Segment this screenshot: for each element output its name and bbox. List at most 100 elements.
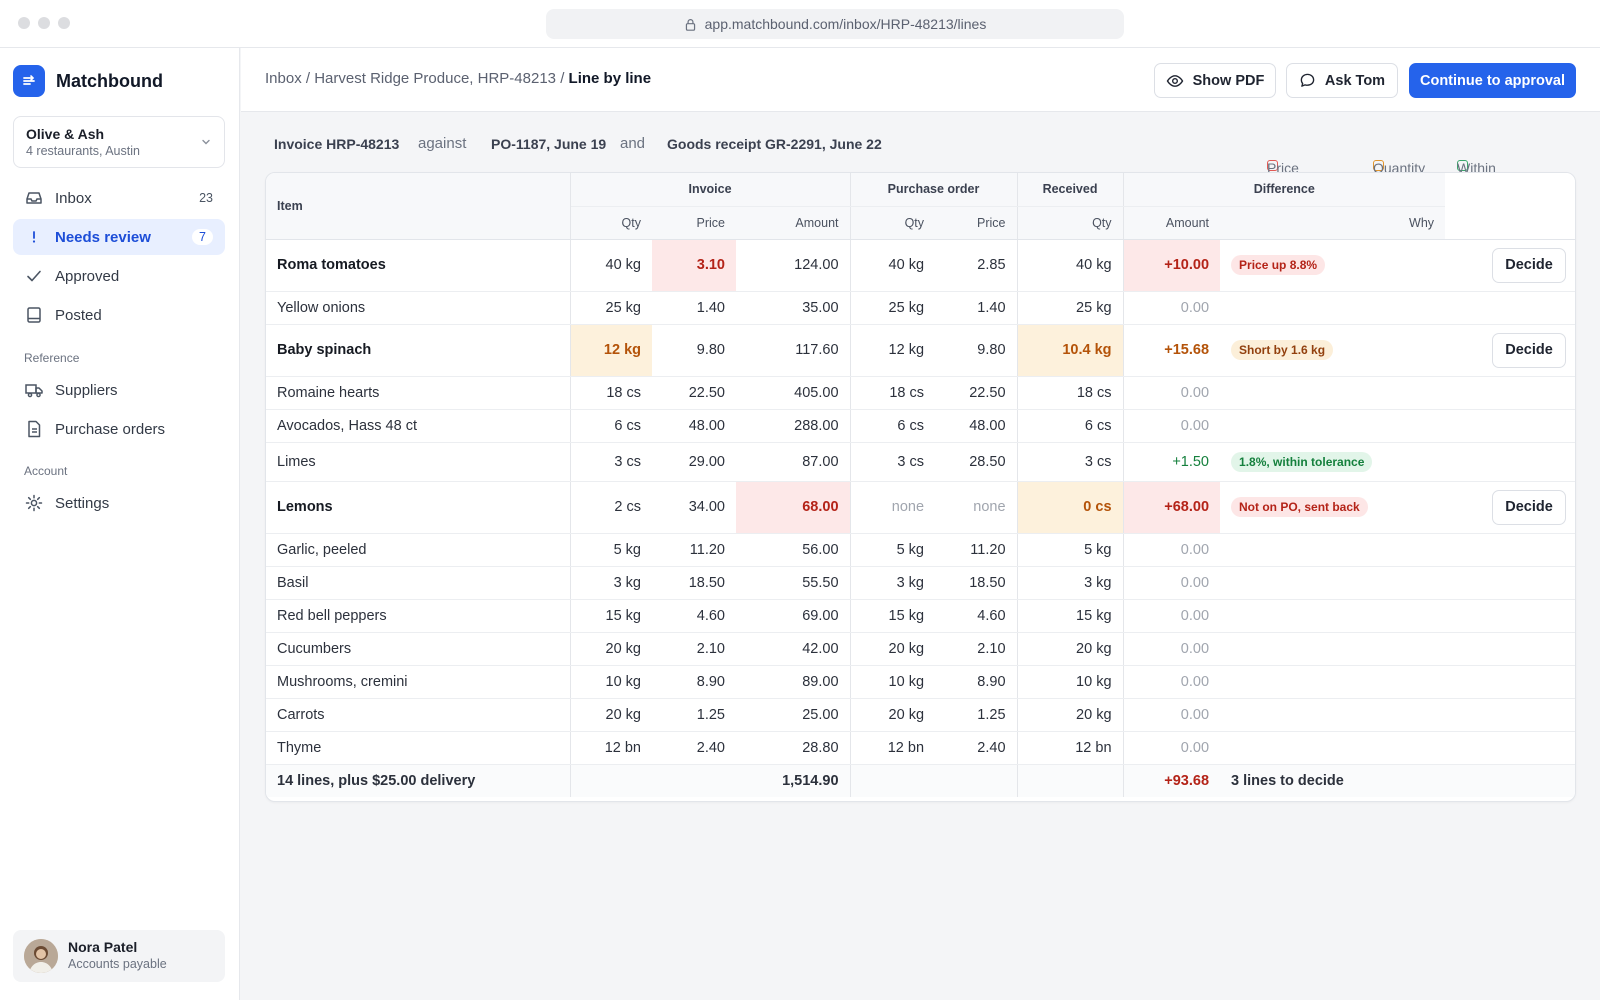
breadcrumb-invoice[interactable]: Harvest Ridge Produce, HRP-48213 [314, 70, 557, 87]
table-row[interactable]: Romaine hearts 18 cs 22.50 405.00 18 cs … [266, 376, 1575, 410]
ask-tom-button[interactable]: Ask Tom [1286, 63, 1398, 98]
decide-button[interactable]: Decide [1492, 332, 1567, 368]
eye-icon [1166, 74, 1183, 87]
table-row[interactable]: Yellow onions 25 kg 1.40 35.00 25 kg 1.4… [266, 291, 1575, 325]
cell-invoice-qty: 5 kg [570, 533, 652, 567]
and-text: and [620, 135, 646, 152]
table-row[interactable]: Red bell peppers 15 kg 4.60 69.00 15 kg … [266, 599, 1575, 633]
po-reference[interactable]: PO-1187, June 19 [491, 136, 607, 152]
cell-po-qty: 20 kg [850, 698, 936, 732]
cell-difference-amount: +15.68 [1123, 324, 1221, 377]
table-row[interactable]: Baby spinach 12 kg 9.80 117.60 12 kg 9.8… [266, 324, 1575, 377]
cell-action [1445, 665, 1575, 699]
cell-po-price: 48.00 [935, 409, 1018, 443]
cell-invoice-qty: 15 kg [570, 599, 652, 633]
org-subtitle: 4 restaurants, Austin [26, 144, 140, 158]
column-group-invoice: Invoice [570, 173, 851, 207]
user-card[interactable]: Nora Patel Accounts payable [13, 930, 225, 982]
cell-po-qty: none [850, 481, 936, 534]
show-pdf-button[interactable]: Show PDF [1154, 63, 1276, 98]
cell-invoice-price: 29.00 [652, 442, 736, 482]
cell-item: Yellow onions [266, 291, 571, 325]
cell-action [1445, 698, 1575, 732]
cell-received-qty: 10.4 kg [1017, 324, 1124, 377]
cell-invoice-price: 48.00 [652, 409, 736, 443]
sidebar-item-posted[interactable]: Posted [13, 297, 225, 333]
cell-action [1445, 442, 1575, 482]
decide-button[interactable]: Decide [1492, 489, 1567, 525]
cell-invoice-amount: 55.50 [736, 566, 851, 600]
cell-invoice-price: 11.20 [652, 533, 736, 567]
cell-difference-amount: 0.00 [1123, 291, 1221, 325]
sidebar-section-reference: Reference [24, 351, 80, 365]
cell-invoice-amount: 25.00 [736, 698, 851, 732]
table-row[interactable]: Thyme 12 bn 2.40 28.80 12 bn 2.40 12 bn … [266, 731, 1575, 765]
maximize-window-icon[interactable] [58, 17, 70, 29]
sidebar-item-suppliers[interactable]: Suppliers [13, 372, 225, 408]
column-header-why: Why [1220, 206, 1446, 240]
cell-po-qty: 3 cs [850, 442, 936, 482]
status-badge: 1.8%, within tolerance [1231, 451, 1373, 472]
cell-why [1220, 731, 1446, 765]
table-row[interactable]: Carrots 20 kg 1.25 25.00 20 kg 1.25 20 k… [266, 698, 1575, 732]
table-row[interactable]: Avocados, Hass 48 ct 6 cs 48.00 288.00 6… [266, 409, 1575, 443]
cell-invoice-qty: 3 kg [570, 566, 652, 600]
book-icon [27, 307, 41, 323]
cell-why [1220, 599, 1446, 633]
cell-item: Roma tomatoes [266, 239, 571, 292]
cell-action [1445, 566, 1575, 600]
column-header-received-qty: Qty [1017, 206, 1124, 240]
sidebar-item-label: Settings [55, 494, 110, 512]
sidebar-item-inbox[interactable]: Inbox 23 [13, 180, 225, 216]
table-row[interactable]: Lemons 2 cs 34.00 68.00 none none 0 cs +… [266, 481, 1575, 534]
cell-why [1220, 291, 1446, 325]
close-window-icon[interactable] [18, 17, 30, 29]
gear-icon [25, 494, 43, 512]
cell-difference-amount: +10.00 [1123, 239, 1221, 292]
decide-button[interactable]: Decide [1492, 247, 1567, 283]
ask-tom-label: Ask Tom [1324, 72, 1386, 89]
table-row[interactable]: Mushrooms, cremini 10 kg 8.90 89.00 10 k… [266, 665, 1575, 699]
sidebar-item-purchase-orders[interactable]: Purchase orders [13, 411, 225, 447]
sidebar-item-needs-review[interactable]: Needs review 7 [13, 219, 225, 255]
cell-invoice-price: 9.80 [652, 324, 736, 377]
cell-item: Basil [266, 566, 571, 600]
cell-item: Red bell peppers [266, 599, 571, 633]
cell-invoice-qty: 2 cs [570, 481, 652, 534]
column-group-purchase-order: Purchase order [850, 173, 1018, 207]
address-bar[interactable]: app.matchbound.com/inbox/HRP-48213/lines [546, 9, 1124, 39]
cell-po-price: 4.60 [935, 599, 1018, 633]
cell-invoice-amount: 69.00 [736, 599, 851, 633]
sidebar-item-settings[interactable]: Settings [13, 485, 225, 521]
org-switcher[interactable]: Olive & Ash 4 restaurants, Austin [13, 116, 225, 168]
table-row[interactable]: Roma tomatoes 40 kg 3.10 124.00 40 kg 2.… [266, 239, 1575, 292]
invoice-reference[interactable]: Invoice HRP-48213 [274, 136, 400, 152]
goods-receipt-reference[interactable]: Goods receipt GR-2291, June 22 [667, 136, 882, 152]
cell-item: Carrots [266, 698, 571, 732]
cell-action: Decide [1445, 481, 1575, 534]
cell-received-qty: 20 kg [1017, 632, 1124, 666]
brand[interactable]: Matchbound [13, 65, 163, 97]
cell-invoice-qty: 20 kg [570, 698, 652, 732]
cell-invoice-price: 18.50 [652, 566, 736, 600]
cell-difference-amount: 0.00 [1123, 731, 1221, 765]
table-row[interactable]: Cucumbers 20 kg 2.10 42.00 20 kg 2.10 20… [266, 632, 1575, 666]
user-name: Nora Patel [68, 939, 138, 955]
table-row[interactable]: Basil 3 kg 18.50 55.50 3 kg 18.50 3 kg 0… [266, 566, 1575, 600]
sidebar-item-label: Inbox [55, 189, 92, 207]
cell-po-qty: 25 kg [850, 291, 936, 325]
table-row[interactable]: Limes 3 cs 29.00 87.00 3 cs 28.50 3 cs +… [266, 442, 1575, 482]
column-group-spacer [1445, 173, 1575, 206]
cell-po-price: 2.40 [935, 731, 1018, 765]
cell-po-price: 18.50 [935, 566, 1018, 600]
sidebar-item-approved[interactable]: Approved [13, 258, 225, 294]
minimize-window-icon[interactable] [38, 17, 50, 29]
table-row[interactable]: Garlic, peeled 5 kg 11.20 56.00 5 kg 11.… [266, 533, 1575, 567]
url-text: app.matchbound.com/inbox/HRP-48213/lines [704, 16, 987, 32]
line-items-table: Item Invoice Purchase order Received Dif… [266, 173, 1575, 797]
cell-invoice-amount: 405.00 [736, 376, 851, 410]
continue-to-approval-button[interactable]: Continue to approval [1409, 63, 1576, 98]
breadcrumb-inbox[interactable]: Inbox [265, 70, 302, 87]
breadcrumb-separator: / [305, 70, 311, 87]
browser-titlebar: app.matchbound.com/inbox/HRP-48213/lines [0, 0, 1600, 48]
